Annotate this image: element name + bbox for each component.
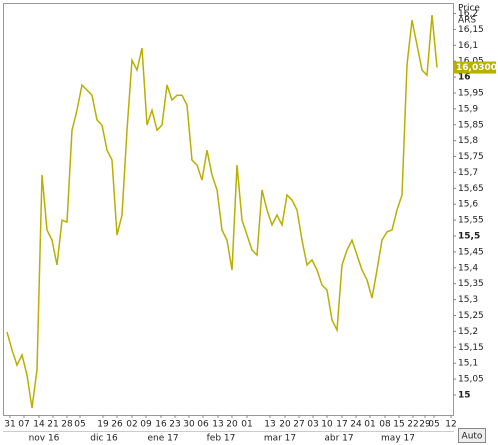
x-tick-label: 28 [61,420,73,430]
price-line [6,15,438,409]
y-tick-label: 15,9 [458,104,478,114]
x-tick-label: 20 [279,420,291,430]
plot-frame [3,3,454,416]
y-tick-label: 15,4 [458,263,478,273]
x-tick-label: 15 [393,420,404,430]
x-tick-label: 05 [428,420,439,430]
y-tick-label: 15,05 [458,375,484,385]
y-tick-label: 15,35 [458,279,484,289]
month-label: abr 17 [324,434,353,444]
y-tick-label: 15,55 [458,216,484,226]
button-frame [458,428,486,443]
x-tick-label: 29 [419,420,431,430]
auto-button[interactable]: Auto [458,428,486,443]
y-tick-label: 16,15 [458,25,484,35]
x-tick-label: 26 [111,420,123,430]
month-label: nov 16 [29,434,60,444]
x-tick-label: 01 [364,420,375,430]
y-tick-label: 16 [458,73,471,83]
x-tick-label: 22 [407,420,418,430]
x-tick-label: 13 [212,420,223,430]
y-tick-label: 15,6 [458,200,478,210]
y-tick-label: 15,95 [458,88,484,98]
y-tick-label: 15,25 [458,311,484,321]
x-tick-label: 30 [183,420,195,430]
x-tick-label: 16 [155,420,167,430]
x-tick-label: 21 [47,420,58,430]
x-tick-label: 17 [336,420,347,430]
last-value-box [454,61,496,74]
month-label: dic 16 [90,434,118,444]
x-tick-label: 01 [241,420,252,430]
button-label[interactable]: Auto [462,432,483,442]
x-tick-label: 14 [33,420,45,430]
month-label: may 17 [381,434,415,444]
x-tick-label: 27 [293,420,304,430]
y-tick-label: 15 [458,390,471,400]
y-tick-label: 16,2 [458,9,478,19]
month-label: feb 17 [207,434,236,444]
x-tick-label: 10 [321,420,333,430]
y-tick-label: 16,1 [458,41,478,51]
y-tick-label: 15,8 [458,136,478,146]
x-tick-label: 24 [350,420,362,430]
y-tick-label: 15,85 [458,120,484,130]
x-tick-label: 13 [264,420,275,430]
currency: ARS [458,16,476,26]
x-tick-label: 05 [74,420,85,430]
y-tick-label: 15,2 [458,327,478,337]
y-tick-label: 15,15 [458,343,484,353]
x-tick-label: 08 [379,420,391,430]
y-tick-label: 15,45 [458,247,484,257]
y-tick-label: 15,1 [458,359,478,369]
month-label: ene 17 [147,434,178,444]
x-tick-label: 09 [140,420,152,430]
x-tick-label: 20 [226,420,238,430]
x-tick-label: 19 [97,420,109,430]
x-tick-label: 03 [307,420,318,430]
x-tick-label: 23 [169,420,180,430]
x-tick-label: 06 [197,420,209,430]
x-tick-label: 31 [4,420,15,430]
axis-title: Price [458,4,480,14]
y-tick-label: 15,75 [458,152,484,162]
y-tick-label: 15,5 [458,232,480,242]
y-tick-label: 15,3 [458,295,478,305]
y-tick-label: 15,7 [458,168,478,178]
x-tick-label: 02 [126,420,137,430]
month-label: mar 17 [264,434,296,444]
last-value-label: 16,0300 [456,63,497,73]
x-tick-label: 12 [445,420,456,430]
y-tick-label: 15,65 [458,184,484,194]
x-tick-label: 07 [18,420,29,430]
